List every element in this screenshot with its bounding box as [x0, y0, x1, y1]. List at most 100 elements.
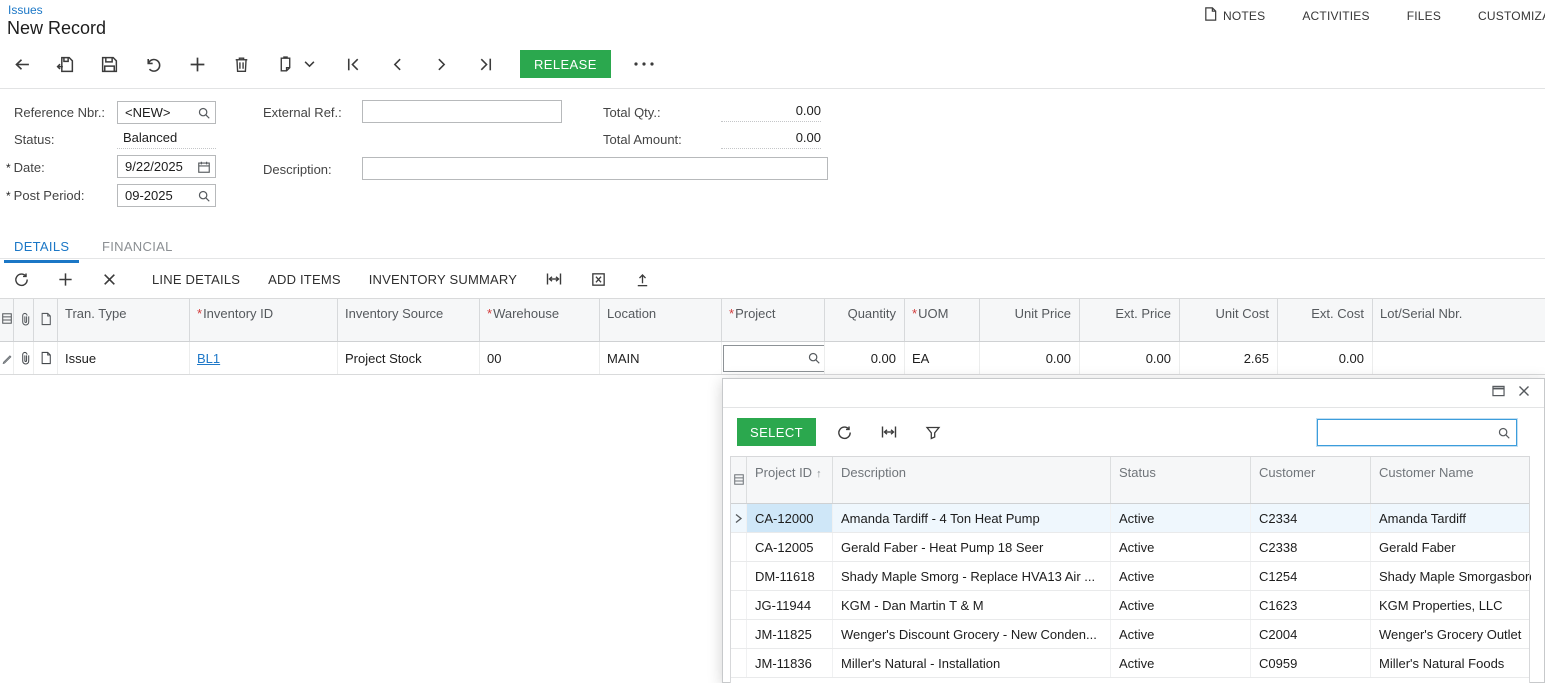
project-lookup-input[interactable]	[724, 350, 804, 366]
cell-ext-price[interactable]: 0.00	[1080, 342, 1180, 374]
col-unit-cost[interactable]: Unit Cost	[1180, 299, 1278, 341]
export-excel-icon[interactable]	[583, 265, 613, 293]
col-quantity[interactable]: Quantity	[825, 299, 905, 341]
popup-cell-customer[interactable]: C2338	[1251, 533, 1371, 561]
popup-cell-status[interactable]: Active	[1111, 533, 1251, 561]
popup-cell-customer-name[interactable]: Shady Maple Smorgasbord	[1379, 568, 1531, 584]
col-unit-price[interactable]: Unit Price	[980, 299, 1080, 341]
release-button[interactable]: RELEASE	[520, 50, 611, 78]
popup-col-description[interactable]: Description	[833, 457, 1111, 503]
cell-tran-type[interactable]: Issue	[58, 342, 190, 374]
save-icon[interactable]	[92, 49, 126, 79]
popup-maximize-icon[interactable]	[1492, 385, 1505, 397]
popup-cell-customer-name[interactable]: Miller's Natural Foods	[1379, 655, 1505, 671]
cell-unit-price[interactable]: 0.00	[980, 342, 1080, 374]
notes-link[interactable]: NOTES	[1203, 6, 1265, 25]
inventory-summary-button[interactable]: INVENTORY SUMMARY	[368, 271, 518, 287]
col-warehouse[interactable]: *Warehouse	[480, 299, 600, 341]
popup-cell-project-id[interactable]: CA-12000	[747, 504, 833, 532]
popup-col-customer[interactable]: Customer	[1251, 457, 1371, 503]
popup-cell-description[interactable]: Shady Maple Smorg - Replace HVA13 Air ..…	[833, 562, 1111, 590]
col-ext-price[interactable]: Ext. Price	[1080, 299, 1180, 341]
popup-cell-customer[interactable]: C2004	[1251, 620, 1371, 648]
popup-cell-description[interactable]: Wenger's Discount Grocery - New Conden..…	[833, 620, 1111, 648]
clipboard-icon[interactable]	[268, 49, 302, 79]
popup-col-project-id[interactable]: Project ID ↑	[747, 457, 833, 503]
col-inventory-id[interactable]: *Inventory ID	[190, 299, 338, 341]
popup-row-jm-11825[interactable]: JM-11825 Wenger's Discount Grocery - New…	[731, 620, 1529, 649]
next-record-icon[interactable]	[424, 49, 458, 79]
more-actions-icon[interactable]	[627, 49, 661, 79]
date-input[interactable]	[118, 156, 193, 177]
popup-cell-customer-name[interactable]: Amanda Tardiff	[1379, 510, 1466, 526]
popup-cell-status[interactable]: Active	[1111, 591, 1251, 619]
popup-cell-customer-name[interactable]: KGM Properties, LLC	[1379, 597, 1503, 613]
popup-col-status[interactable]: Status	[1111, 457, 1251, 503]
popup-cell-customer[interactable]: C0959	[1251, 649, 1371, 677]
external-ref-input[interactable]	[362, 100, 562, 123]
popup-col-customer-name[interactable]: Customer Name	[1379, 465, 1474, 480]
files-link[interactable]: FILES	[1407, 9, 1441, 23]
first-record-icon[interactable]	[336, 49, 370, 79]
popup-filter-icon[interactable]	[918, 418, 948, 446]
tab-details[interactable]: DETAILS	[4, 235, 80, 263]
popup-cell-customer-name[interactable]: Gerald Faber	[1379, 539, 1456, 555]
popup-cell-status[interactable]: Active	[1111, 649, 1251, 677]
popup-row-jg-11944[interactable]: JG-11944 KGM - Dan Martin T & M Active C…	[731, 591, 1529, 620]
breadcrumb[interactable]: Issues	[8, 3, 43, 17]
delete-record-icon[interactable]	[224, 49, 258, 79]
popup-refresh-icon[interactable]	[830, 418, 860, 446]
select-button[interactable]: SELECT	[737, 418, 816, 446]
activities-link[interactable]: ACTIVITIES	[1302, 9, 1369, 23]
back-icon[interactable]	[4, 49, 38, 79]
popup-cell-description[interactable]: KGM - Dan Martin T & M	[833, 591, 1111, 619]
customization-link[interactable]: CUSTOMIZATION	[1478, 9, 1545, 23]
popup-cell-project-id[interactable]: DM-11618	[747, 562, 833, 590]
grid-delete-row-icon[interactable]	[94, 265, 124, 293]
upload-icon[interactable]	[627, 265, 657, 293]
grid-settings-icon[interactable]	[0, 312, 13, 325]
cell-ext-cost[interactable]: 0.00	[1278, 342, 1373, 374]
description-input[interactable]	[362, 157, 828, 180]
popup-cell-project-id[interactable]: CA-12005	[747, 533, 833, 561]
popup-cell-description[interactable]: Amanda Tardiff - 4 Ton Heat Pump	[833, 504, 1111, 532]
clipboard-menu-chevron-icon[interactable]	[300, 49, 318, 79]
undo-icon[interactable]	[136, 49, 170, 79]
line-details-button[interactable]: LINE DETAILS	[152, 271, 241, 287]
cell-unit-cost[interactable]: 2.65	[1180, 342, 1278, 374]
popup-cell-description[interactable]: Gerald Faber - Heat Pump 18 Seer	[833, 533, 1111, 561]
popup-cell-customer-name[interactable]: Wenger's Grocery Outlet	[1379, 626, 1522, 642]
cell-quantity[interactable]: 0.00	[825, 342, 905, 374]
popup-cell-customer[interactable]: C2334	[1251, 504, 1371, 532]
popup-row-ca-12005[interactable]: CA-12005 Gerald Faber - Heat Pump 18 See…	[731, 533, 1529, 562]
popup-cell-description[interactable]: Miller's Natural - Installation	[833, 649, 1111, 677]
popup-cell-status[interactable]: Active	[1111, 504, 1251, 532]
cell-inventory-source[interactable]: Project Stock	[338, 342, 480, 374]
popup-cell-project-id[interactable]: JG-11944	[747, 591, 833, 619]
col-tran-type[interactable]: Tran. Type	[58, 299, 190, 341]
fit-width-icon[interactable]	[539, 265, 569, 293]
prev-record-icon[interactable]	[380, 49, 414, 79]
col-ext-cost[interactable]: Ext. Cost	[1278, 299, 1373, 341]
popup-cell-status[interactable]: Active	[1111, 562, 1251, 590]
save-close-icon[interactable]	[48, 49, 82, 79]
popup-cell-customer[interactable]: C1254	[1251, 562, 1371, 590]
tab-financial[interactable]: FINANCIAL	[102, 239, 173, 254]
col-inventory-source[interactable]: Inventory Source	[338, 299, 480, 341]
row-attachment-icon[interactable]	[14, 351, 33, 365]
popup-grid-settings-icon[interactable]	[731, 473, 746, 486]
line-item-row[interactable]: Issue BL1 Project Stock 00 MAIN 0.00 EA …	[0, 342, 1545, 375]
last-record-icon[interactable]	[468, 49, 502, 79]
popup-cell-project-id[interactable]: JM-11836	[747, 649, 833, 677]
grid-add-row-icon[interactable]	[50, 265, 80, 293]
popup-row-ca-12000[interactable]: CA-12000 Amanda Tardiff - 4 Ton Heat Pum…	[731, 504, 1529, 533]
col-project[interactable]: *Project	[722, 299, 825, 341]
col-location[interactable]: Location	[600, 299, 722, 341]
popup-search-icon[interactable]	[1492, 426, 1516, 440]
cell-lot-serial[interactable]	[1373, 342, 1545, 374]
project-lookup-icon[interactable]	[804, 351, 824, 365]
post-period-input[interactable]	[118, 185, 193, 206]
cell-uom[interactable]: EA	[905, 342, 980, 374]
notes-column-icon[interactable]	[34, 312, 57, 326]
post-period-lookup-icon[interactable]	[193, 189, 215, 203]
